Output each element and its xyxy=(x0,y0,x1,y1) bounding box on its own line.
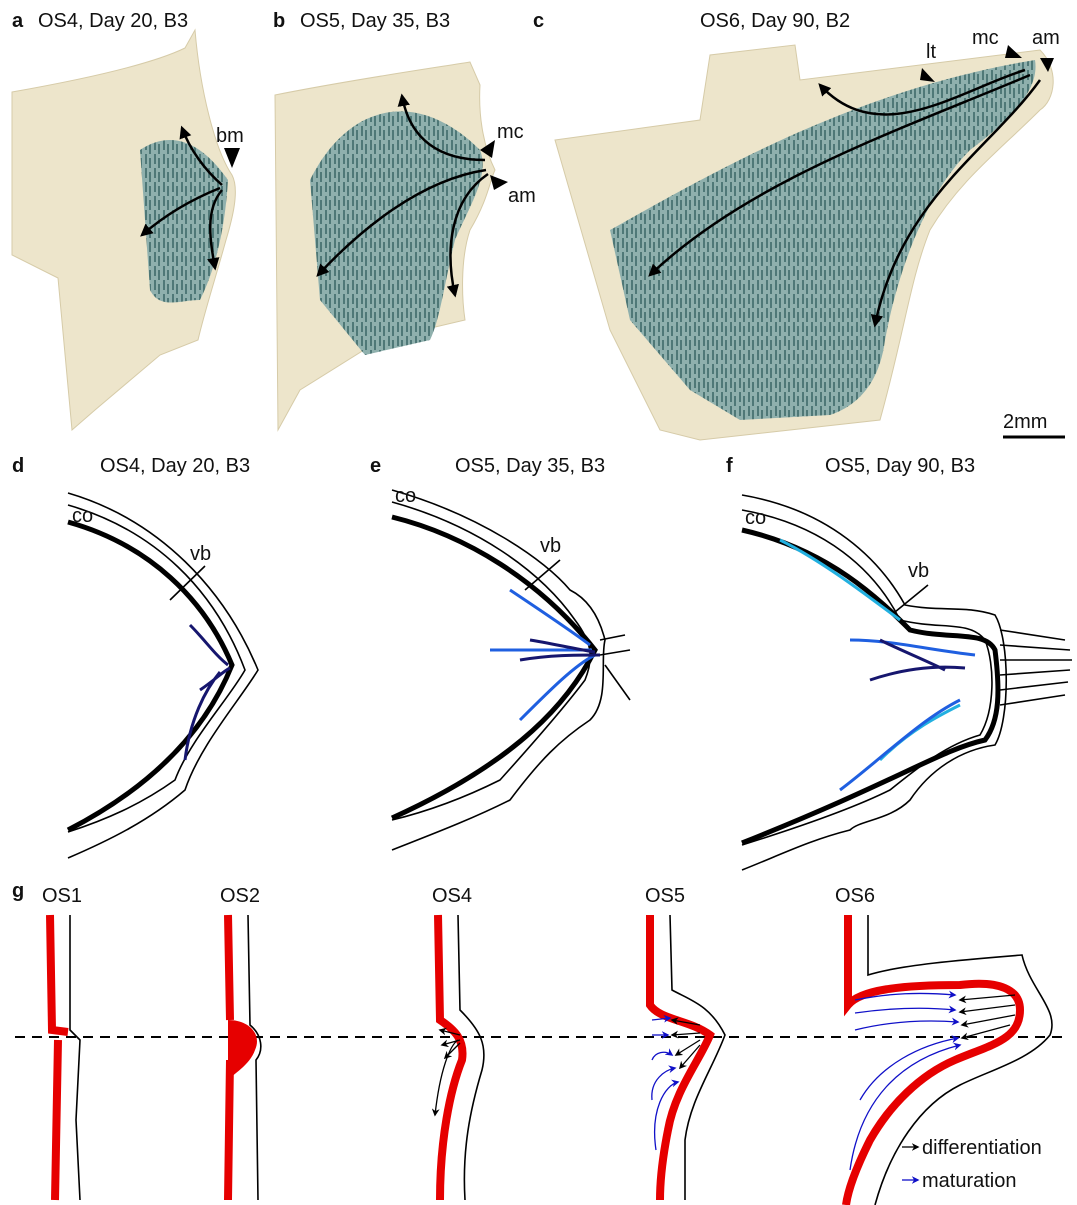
stage-label: OS2 xyxy=(220,885,260,907)
annotation: am xyxy=(508,185,536,207)
panel-letter: g xyxy=(12,880,24,902)
mat-arrow xyxy=(855,1021,958,1030)
fin-ray xyxy=(1000,630,1072,705)
panel-g xyxy=(15,915,1065,1205)
annotation: co xyxy=(745,507,766,529)
panel-title: OS4, Day 20, B3 xyxy=(100,455,250,477)
annotation: mc xyxy=(972,27,999,49)
panel-letter: b xyxy=(273,10,285,32)
cortex-outline xyxy=(68,505,245,832)
annotation: vb xyxy=(908,560,929,582)
mat-arrow xyxy=(652,1052,672,1060)
panel-a xyxy=(12,30,240,430)
diff-arrow xyxy=(960,995,1015,1000)
panel-f xyxy=(742,495,1072,870)
legend-label: maturation xyxy=(922,1170,1017,1192)
diff-arrow xyxy=(676,1040,700,1055)
scale-label: 2mm xyxy=(1003,411,1047,433)
red-profile xyxy=(846,915,1020,1205)
stage-label: OS4 xyxy=(432,885,472,907)
annotation: vb xyxy=(190,543,211,565)
panel-title: OS5, Day 90, B3 xyxy=(825,455,975,477)
panel-title: OS5, Day 35, B3 xyxy=(455,455,605,477)
cortex-outline xyxy=(742,495,1006,870)
annotation: co xyxy=(72,505,93,527)
panel-letter: f xyxy=(726,455,733,477)
panel-b xyxy=(275,62,508,430)
pointer xyxy=(490,175,508,190)
diff-arrow xyxy=(672,1033,700,1035)
outline-profile xyxy=(70,915,80,1200)
cortex-outline xyxy=(742,510,992,845)
bone-line xyxy=(68,522,232,830)
panel-letter: a xyxy=(12,10,24,32)
pointer xyxy=(1005,45,1022,58)
annotation: mc xyxy=(497,121,524,143)
trabecula xyxy=(840,640,975,790)
diff-arrow xyxy=(960,1005,1015,1012)
stage-label: OS5 xyxy=(645,885,685,907)
panel-letter: d xyxy=(12,455,24,477)
red-profile xyxy=(650,915,710,1200)
stage-label: OS1 xyxy=(42,885,82,907)
annotation: am xyxy=(1032,27,1060,49)
panel-letter: e xyxy=(370,455,381,477)
mat-arrow xyxy=(855,1008,955,1013)
panel-letter: c xyxy=(533,10,544,32)
legend-label: differentiation xyxy=(922,1137,1042,1159)
panel-title: OS5, Day 35, B3 xyxy=(300,10,450,32)
annotation: vb xyxy=(540,535,561,557)
annotation: lt xyxy=(926,41,936,63)
panel-title: OS6, Day 90, B2 xyxy=(700,10,850,32)
panel-title: OS4, Day 20, B3 xyxy=(38,10,188,32)
diff-arrow xyxy=(962,1015,1015,1025)
figure: a OS4, Day 20, B3 bm b OS5, Day 35, B3 m… xyxy=(0,0,1077,1205)
annotation: bm xyxy=(216,125,244,147)
stage-label: OS6 xyxy=(835,885,875,907)
panel-e xyxy=(392,490,630,850)
panel-d xyxy=(68,493,258,858)
panel-c xyxy=(555,45,1065,440)
bone-line xyxy=(392,517,595,818)
red-profile xyxy=(50,915,68,1200)
annotation: co xyxy=(395,485,416,507)
red-blob xyxy=(228,1020,257,1080)
